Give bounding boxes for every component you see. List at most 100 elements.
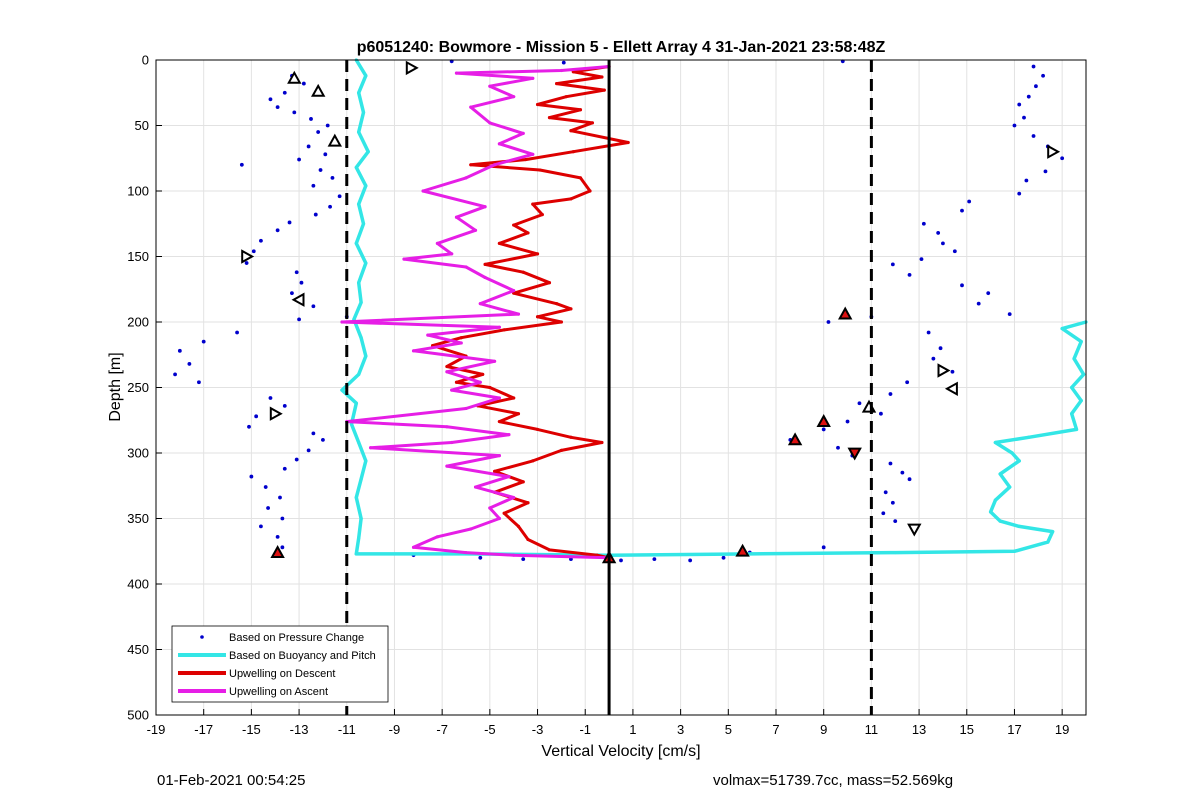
buoyancy-series-point xyxy=(361,110,366,114)
legend-item-pressure: Based on Pressure Change xyxy=(200,632,364,644)
ascent-series-point xyxy=(531,76,535,80)
descent-series-point xyxy=(497,419,501,424)
pressure-point xyxy=(688,558,693,563)
ascent-series-point xyxy=(488,84,492,88)
descent-series-point xyxy=(535,102,540,107)
triangle-marker xyxy=(291,292,305,307)
ascent-series-point xyxy=(459,341,463,345)
pressure-point xyxy=(879,411,883,416)
ascent-series-point xyxy=(445,425,449,429)
pressure-point xyxy=(299,280,304,285)
pressure-point xyxy=(275,534,280,539)
pressure-point xyxy=(311,304,316,309)
ascent-series-point xyxy=(488,121,492,125)
buoyancy-series-point xyxy=(364,459,368,463)
triangle-marker xyxy=(944,381,958,396)
buoyancy-series-point xyxy=(1079,340,1083,344)
buoyancy-series-point xyxy=(1017,459,1021,463)
ascent-series-point xyxy=(497,142,501,146)
pressure-point xyxy=(239,162,244,167)
buoyancy-series-point xyxy=(359,516,363,521)
descent-series-point xyxy=(555,81,559,86)
x-tick-label: 17 xyxy=(1007,722,1021,737)
pressure-point xyxy=(821,545,826,550)
pressure-point xyxy=(619,558,623,563)
pressure-point xyxy=(268,97,273,102)
pressure-point xyxy=(919,257,924,262)
buoyancy-series-point xyxy=(357,130,361,134)
ascent-series-point xyxy=(450,388,454,392)
descent-series-point xyxy=(535,315,540,319)
triangle-marker xyxy=(816,414,831,427)
buoyancy-series-point xyxy=(354,241,358,245)
pressure-point xyxy=(306,448,311,453)
axis-ticks: -19 -17 -15 -13 -11 -9 -7 -5 -3 -1 1 3 5 7 9 11 13 15 17 19… xyxy=(127,53,1069,738)
x-tick-label: -13 xyxy=(290,722,309,737)
pressure-point xyxy=(938,346,943,351)
descent-series-point xyxy=(497,241,501,245)
ascent-series-point xyxy=(507,474,511,479)
pressure-point xyxy=(561,60,566,65)
buoyancy-series-point xyxy=(998,519,1002,523)
pressure-point xyxy=(1031,64,1036,69)
pressure-point xyxy=(478,555,483,560)
pressure-point xyxy=(280,516,285,521)
buoyancy-series-point xyxy=(359,300,363,304)
descent-series-point xyxy=(602,88,606,92)
pressure-point xyxy=(247,424,251,429)
ascent-series-point xyxy=(464,265,468,269)
legend-item-ascent: Upwelling on Ascent xyxy=(178,686,328,698)
y-tick-label: 300 xyxy=(127,446,149,461)
legend-item-descent: Upwelling on Descent xyxy=(178,668,335,680)
buoyancy-series-point xyxy=(1060,326,1064,331)
legend-item-buoyancy: Based on Buoyancy and Pitch xyxy=(178,650,376,662)
buoyancy-series-point xyxy=(1072,357,1076,361)
x-tick-label: 9 xyxy=(820,722,827,737)
ascent-series-point xyxy=(512,553,516,557)
buoyancy-series-point xyxy=(893,550,897,555)
pressure-point xyxy=(950,369,955,374)
pressure-point xyxy=(254,414,259,419)
buoyancy-series-point xyxy=(354,495,358,500)
pressure-point xyxy=(890,500,895,505)
descent-series-point xyxy=(569,129,573,133)
pressure-point xyxy=(330,176,335,180)
x-tick-label: -9 xyxy=(389,722,401,737)
descent-series-line xyxy=(431,65,630,560)
y-tick-label: 250 xyxy=(127,380,149,395)
ascent-series-point xyxy=(493,163,497,167)
ascent-series-point xyxy=(493,359,497,363)
pressure-point xyxy=(266,506,270,510)
pressure-point xyxy=(259,524,263,529)
buoyancy-series-point xyxy=(354,165,358,170)
pressure-point xyxy=(278,495,282,500)
pressure-point xyxy=(888,392,893,396)
pressure-point xyxy=(316,130,321,134)
buoyancy-series-point xyxy=(357,91,361,95)
pressure-point xyxy=(244,261,249,265)
pressure-point xyxy=(306,144,311,149)
descent-series-point xyxy=(454,380,459,384)
pressure-series xyxy=(173,59,1065,563)
pressure-point xyxy=(280,545,285,550)
buoyancy-series-point xyxy=(993,440,997,445)
pressure-point xyxy=(960,208,964,213)
ascent-series-point xyxy=(469,527,473,531)
descent-series-point xyxy=(535,252,540,256)
descent-series-point xyxy=(512,223,516,227)
pressure-point xyxy=(294,457,299,462)
ascent-series-point xyxy=(369,446,373,450)
chart-title: p6051240: Bowmore - Mission 5 - Ellett A… xyxy=(357,39,886,56)
triangle-marker xyxy=(311,83,326,97)
pressure-point xyxy=(201,339,206,344)
pressure-point xyxy=(652,557,657,562)
buoyancy-series-point xyxy=(357,536,361,540)
y-tick-label: 0 xyxy=(142,53,149,68)
triangle-marker xyxy=(405,60,419,76)
buoyancy-series-point xyxy=(361,222,366,226)
pressure-point xyxy=(1017,191,1022,196)
buoyancy-series-point xyxy=(1070,412,1074,416)
buoyancy-series-point xyxy=(364,354,368,358)
pressure-point xyxy=(249,474,254,479)
descent-series-point xyxy=(488,385,492,390)
